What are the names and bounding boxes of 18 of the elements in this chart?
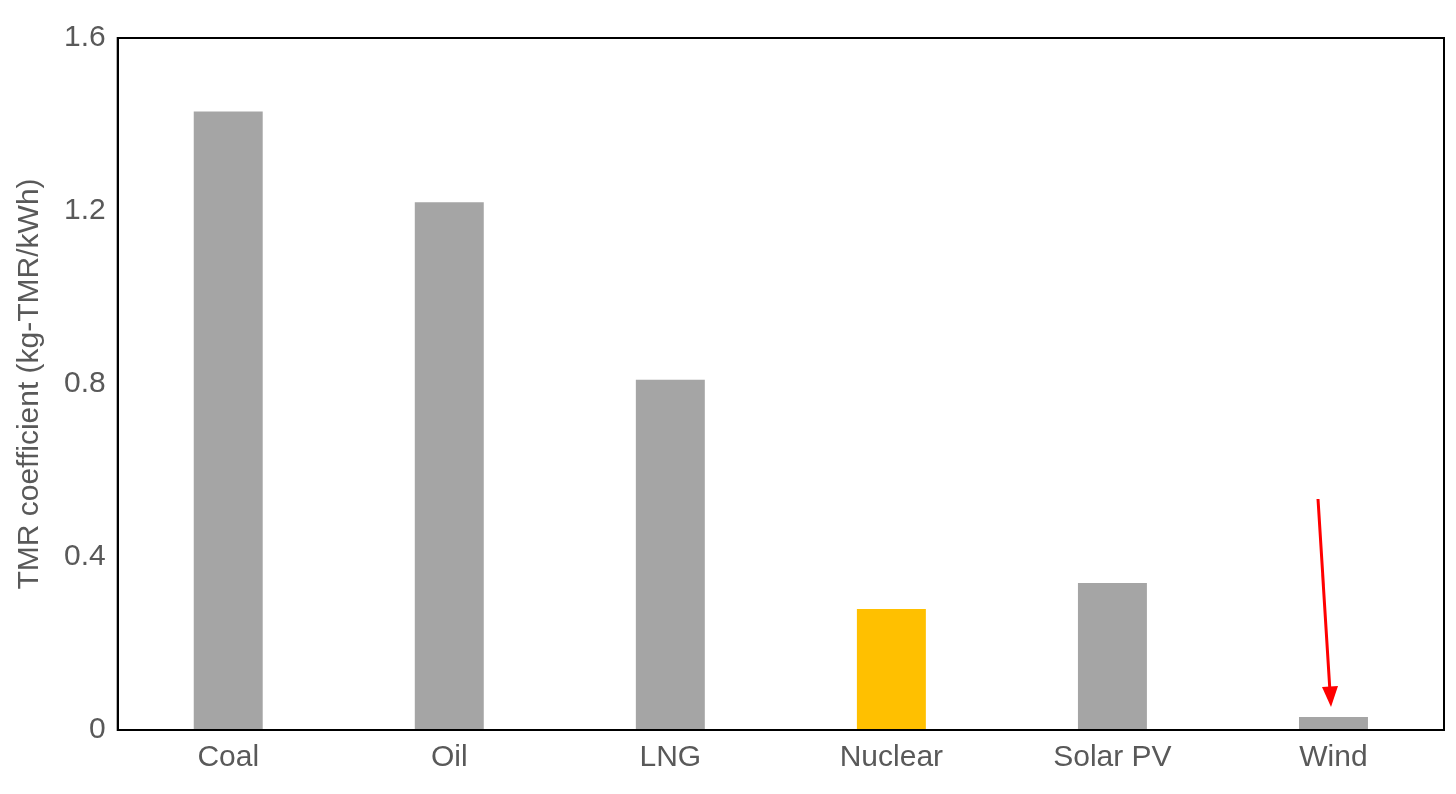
y-tick-label: 0.8 bbox=[63, 365, 106, 399]
bar bbox=[1077, 582, 1147, 730]
bar bbox=[414, 202, 484, 730]
bar bbox=[193, 111, 263, 730]
bar bbox=[1298, 717, 1368, 730]
x-tick-label: LNG bbox=[639, 739, 702, 773]
y-tick-label: 0 bbox=[89, 711, 106, 745]
y-axis-title: TMR coefficient (kg-TMR/kWh) bbox=[11, 178, 45, 590]
bar bbox=[856, 608, 926, 730]
x-tick-label: Coal bbox=[197, 739, 260, 773]
x-tick-label: Wind bbox=[1299, 739, 1368, 773]
y-tick-label: 1.2 bbox=[63, 192, 106, 226]
y-tick-label: 1.6 bbox=[63, 19, 106, 53]
bar bbox=[635, 379, 705, 730]
x-tick-label: Oil bbox=[430, 739, 468, 773]
x-tick-label: Solar PV bbox=[1053, 739, 1172, 773]
x-tick-label: Nuclear bbox=[839, 739, 944, 773]
y-tick-label: 0.4 bbox=[63, 538, 106, 572]
